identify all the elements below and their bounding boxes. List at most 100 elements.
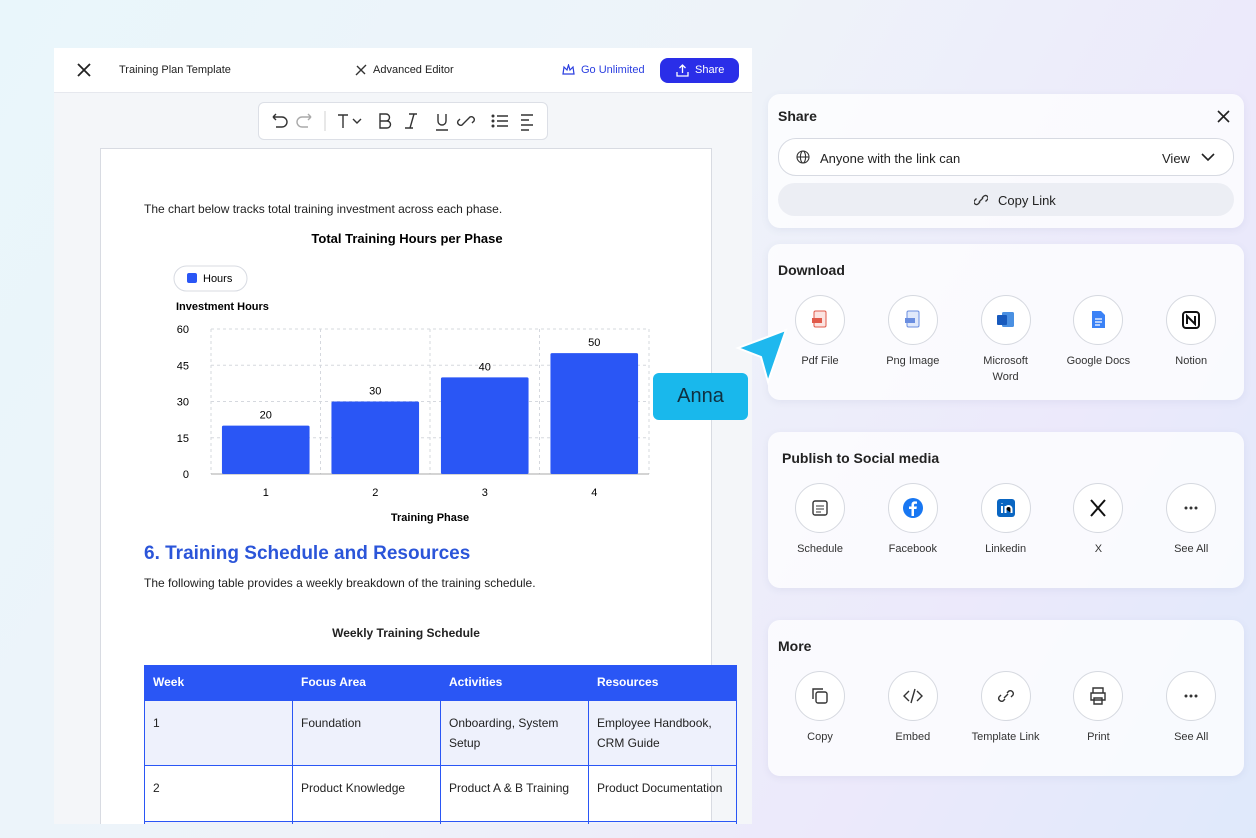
share-option[interactable]: Pdf File <box>780 295 860 369</box>
y-axis-title: Investment Hours <box>176 301 269 313</box>
x-tick-label: 2 <box>372 487 378 499</box>
advanced-editor[interactable]: Advanced Editor <box>373 64 454 76</box>
table-cell: 2 <box>144 765 293 822</box>
share-icon <box>676 64 689 77</box>
cursor-arrow <box>735 328 788 386</box>
section-heading: 6. Training Schedule and Resources <box>144 543 471 564</box>
table-row: 1 Foundation Onboarding, System Setup Emplo… <box>144 700 737 766</box>
y-tick-label: 60 <box>177 324 189 336</box>
share-card: Share Anyone with the link can View Copy… <box>768 94 1244 228</box>
x-axis-title: Training Phase <box>391 512 469 524</box>
table-row: 2 Product Knowledge Product A & B Training… <box>144 765 737 822</box>
schedule-table: Week Focus Area Activities Resources 1 Founda… <box>144 665 737 824</box>
y-tick-label: 30 <box>177 397 189 409</box>
option-label: Png Image <box>886 355 940 367</box>
share-option[interactable]: Facebook <box>873 483 953 557</box>
copy-link-button[interactable]: Copy Link <box>778 183 1234 216</box>
share-option[interactable]: Template Link <box>966 671 1046 745</box>
option-icon <box>887 295 938 345</box>
share-option[interactable]: Copy <box>780 671 860 745</box>
icon-glyph <box>902 498 923 518</box>
social-card: Publish to Social media Schedule Facebook… <box>768 432 1244 588</box>
option-icon <box>1166 483 1217 533</box>
option-label: See All <box>1174 543 1209 555</box>
option-label: Linkedin <box>985 543 1027 555</box>
access-select[interactable]: Anyone with the link can View <box>778 138 1234 176</box>
share-option[interactable]: Notion <box>1151 295 1231 369</box>
copy-link-label: Copy Link <box>998 193 1056 208</box>
option-label: Facebook <box>888 543 937 555</box>
table-cell: Product A & B Training <box>440 765 589 822</box>
bar <box>440 377 529 474</box>
more-title: More <box>778 638 812 654</box>
icon-glyph <box>1184 506 1198 510</box>
table-cell: Product Documentation <box>588 765 737 822</box>
data-label: 40 <box>479 361 491 373</box>
icon-glyph <box>996 499 1015 517</box>
share-option[interactable]: Embed <box>873 671 953 745</box>
option-icon <box>1073 295 1124 345</box>
more-card: More Copy Embed Template Link Print See All <box>768 620 1244 776</box>
share-button[interactable]: Share <box>660 58 739 83</box>
share-option[interactable]: X <box>1058 483 1138 557</box>
option-icon <box>980 295 1031 345</box>
icon-glyph <box>1090 499 1107 517</box>
option-label: Notion <box>1175 355 1208 367</box>
icon-glyph <box>997 690 1014 702</box>
legend-label: Hours <box>203 273 233 285</box>
table-cell <box>292 821 441 824</box>
go-unlimited[interactable]: Go Unlimited <box>581 64 645 76</box>
chevron <box>1201 153 1215 162</box>
data-label: 20 <box>260 410 272 422</box>
section-text: The following table provides a weekly br… <box>144 576 536 590</box>
icon-glyph <box>812 688 828 704</box>
share-option[interactable]: Google Docs <box>1058 295 1138 369</box>
data-label: 50 <box>588 337 600 349</box>
option-icon <box>1073 671 1124 721</box>
share-option[interactable]: See All <box>1151 671 1231 745</box>
cursor-label: Anna <box>653 373 748 420</box>
data-label: 30 <box>369 386 381 398</box>
option-icon <box>887 671 938 721</box>
table-row <box>144 821 737 824</box>
access-text: Anyone with the link can <box>820 151 961 166</box>
icon-glyph <box>1090 687 1107 705</box>
close-button[interactable] <box>76 62 92 78</box>
toolbar-icons <box>272 111 533 131</box>
option-icon <box>1166 671 1217 721</box>
social-title: Publish to Social media <box>782 450 940 466</box>
bar <box>221 425 310 474</box>
share-option[interactable]: Schedule <box>780 483 860 557</box>
table-cell <box>588 821 737 824</box>
editor: Training Plan Template Advanced Editor G… <box>54 48 752 824</box>
share-option[interactable]: Linkedin <box>966 483 1046 557</box>
icon-glyph <box>904 310 920 328</box>
option-label: Pdf File <box>801 355 839 367</box>
option-icon <box>795 671 845 721</box>
table-cell: Employee Handbook, CRM Guide <box>588 700 737 766</box>
table-cell: Onboarding, System Setup <box>440 700 589 766</box>
download-title: Download <box>778 262 845 278</box>
editor-icon <box>355 64 367 76</box>
permission[interactable]: View <box>1162 151 1190 166</box>
option-icon <box>795 483 845 533</box>
close-share[interactable] <box>1217 110 1230 123</box>
link-icon <box>974 194 988 206</box>
y-tick-label: 0 <box>183 469 189 481</box>
icon-glyph <box>812 310 827 328</box>
share-option[interactable]: See All <box>1151 483 1231 557</box>
table-cell <box>440 821 589 824</box>
option-label: Google Docs <box>1066 355 1131 367</box>
share-option[interactable]: Png Image <box>873 295 953 369</box>
option-icon <box>980 483 1031 533</box>
option-label: X <box>1094 543 1103 555</box>
share-option[interactable]: Microsoft Word <box>966 295 1046 385</box>
icon-glyph <box>996 312 1014 327</box>
option-label: Schedule <box>797 543 843 555</box>
table-cell: Foundation <box>292 700 441 766</box>
legend-pill <box>173 265 248 292</box>
share-option[interactable]: Print <box>1058 671 1138 745</box>
y-tick-label: 45 <box>177 360 189 372</box>
table-header-row: Week Focus Area Activities Resources <box>144 665 737 701</box>
table-cell <box>144 821 293 824</box>
